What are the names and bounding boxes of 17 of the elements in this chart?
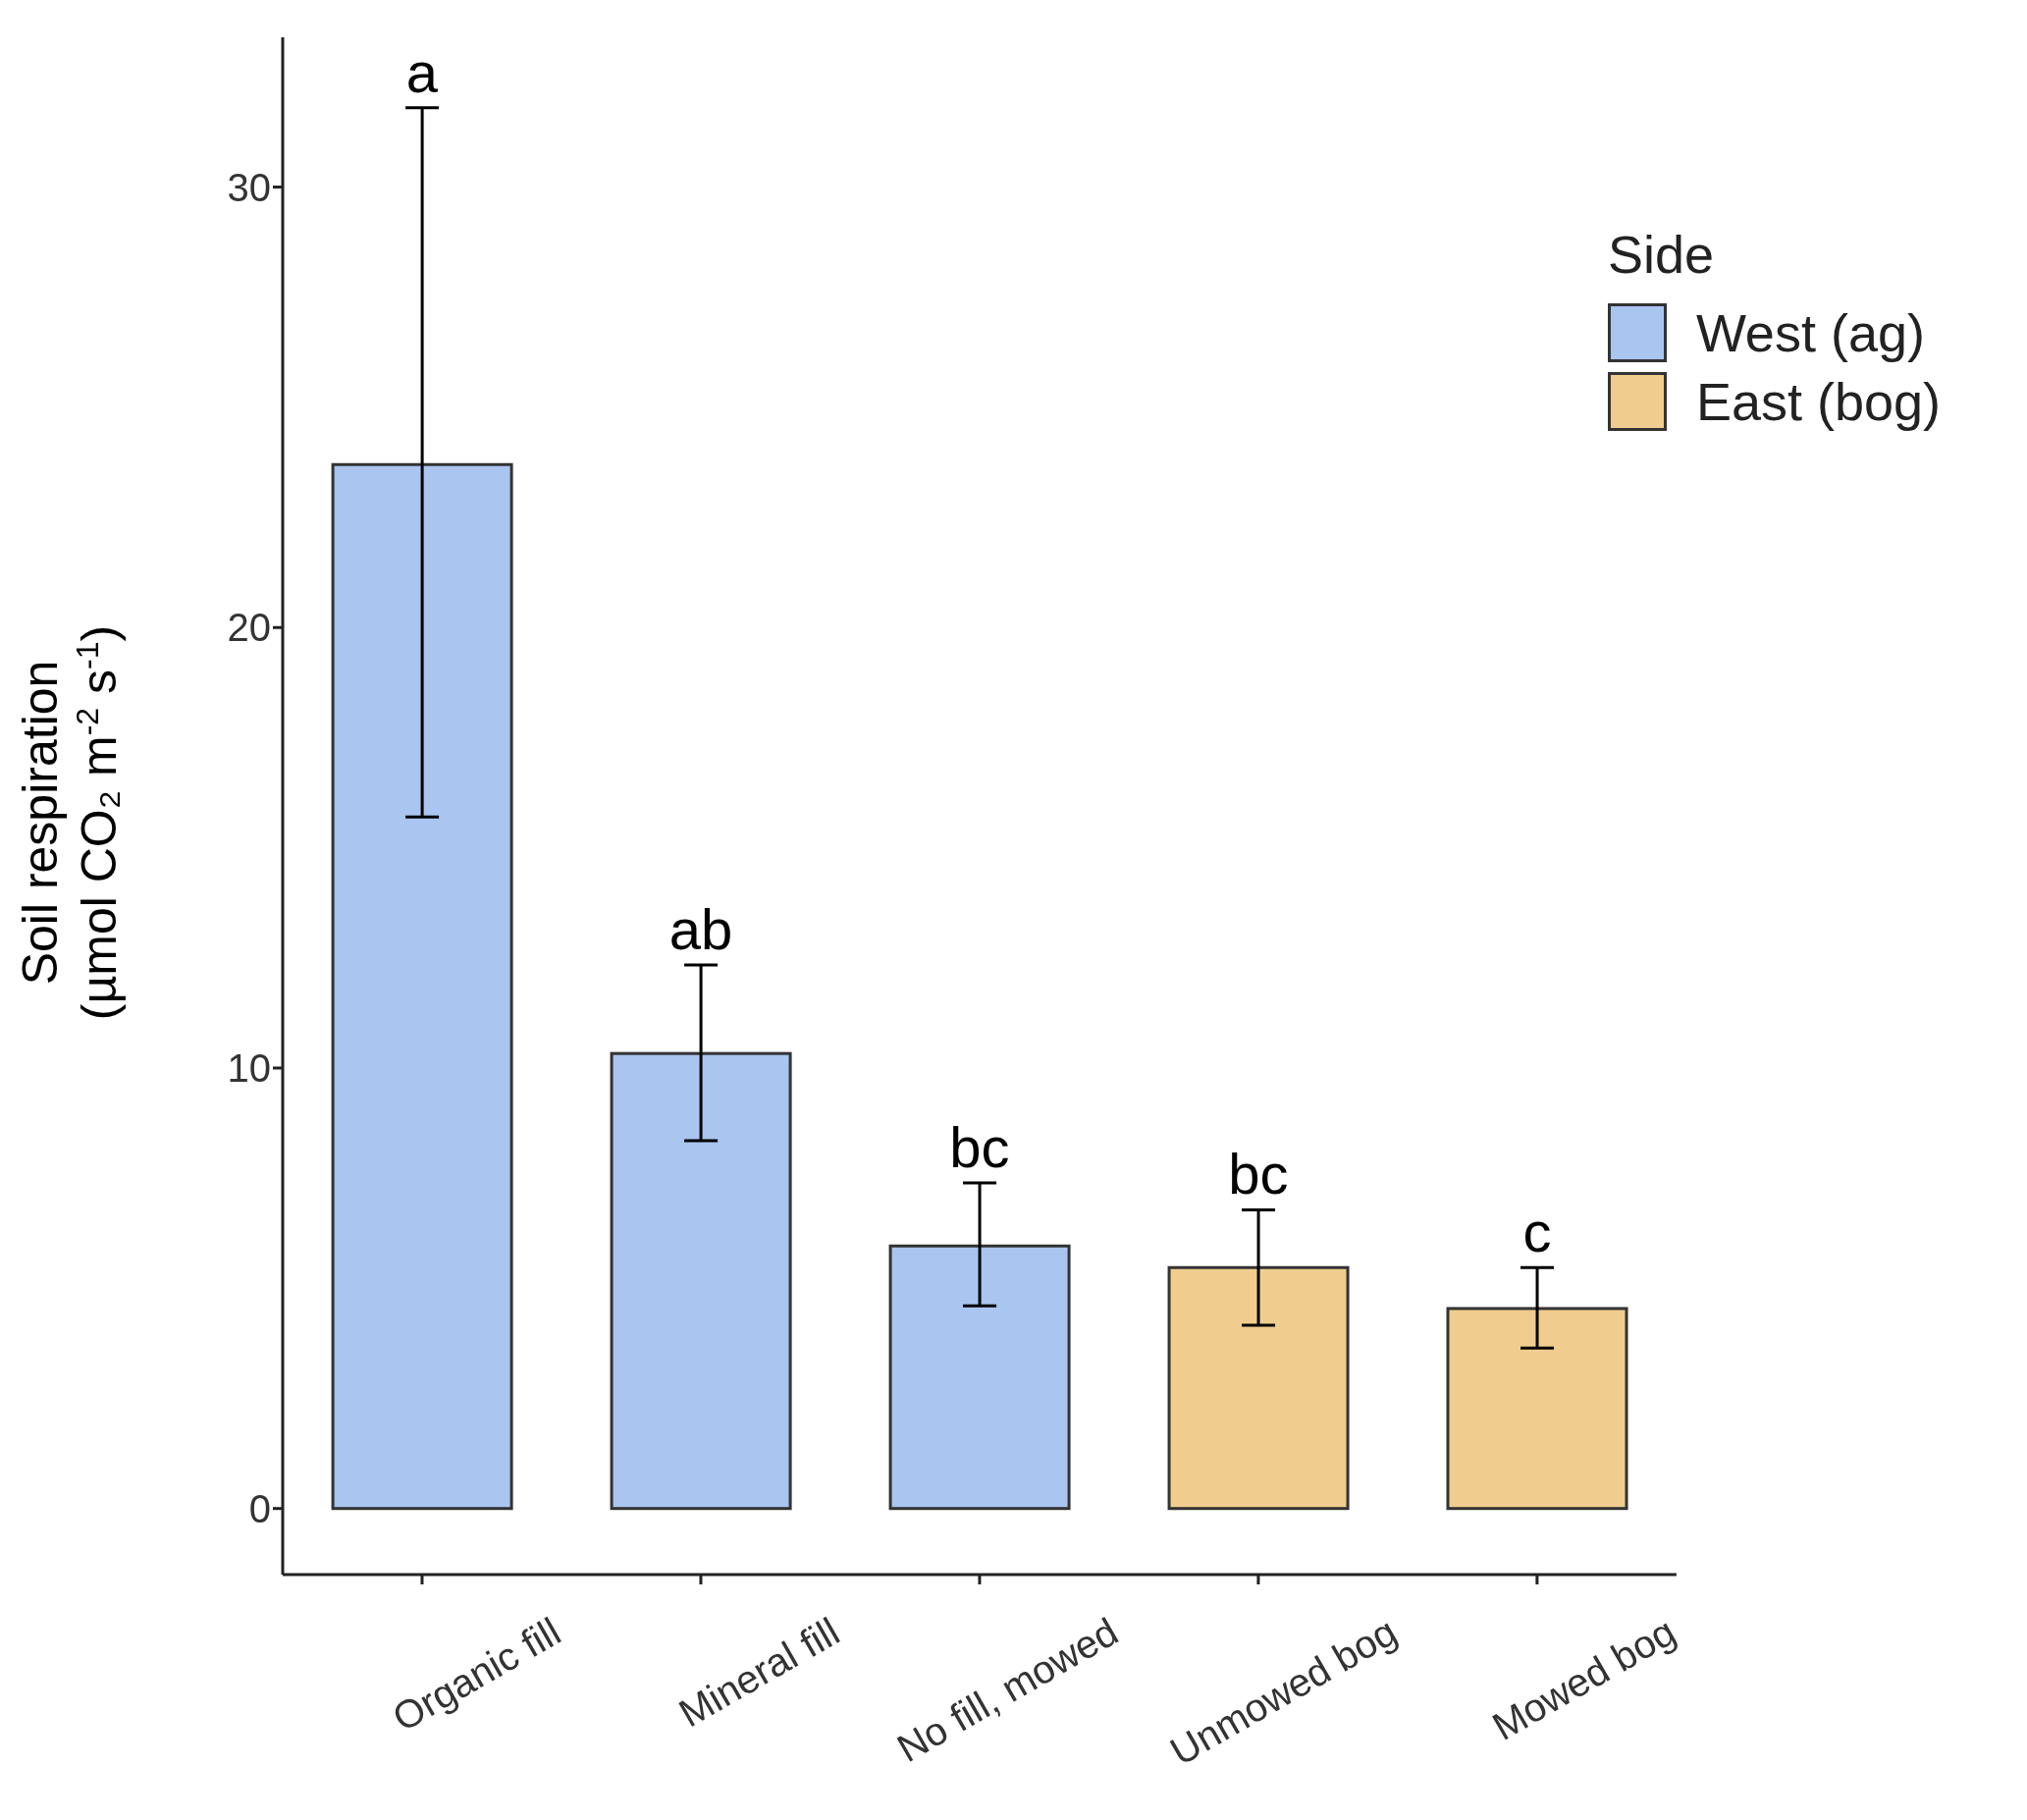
y-tick-label: 30 [227, 165, 271, 209]
annotation: bc [1228, 1142, 1289, 1206]
bar [888, 1244, 1071, 1511]
y-tick-label: 0 [248, 1486, 271, 1530]
annotation: c [1522, 1200, 1552, 1264]
legend-title: Side [1607, 224, 1715, 285]
annotation: a [405, 39, 439, 104]
legend-label: West (ag) [1695, 302, 1925, 363]
bar [331, 462, 513, 1511]
y-tick-label: 20 [227, 606, 271, 650]
bar [610, 1051, 792, 1511]
y-tick-label: 10 [227, 1046, 271, 1091]
annotation: ab [668, 896, 733, 961]
legend-label: East (bog) [1695, 371, 1941, 432]
bar [1167, 1265, 1350, 1511]
annotation: bc [949, 1115, 1010, 1180]
bar [1446, 1307, 1628, 1511]
